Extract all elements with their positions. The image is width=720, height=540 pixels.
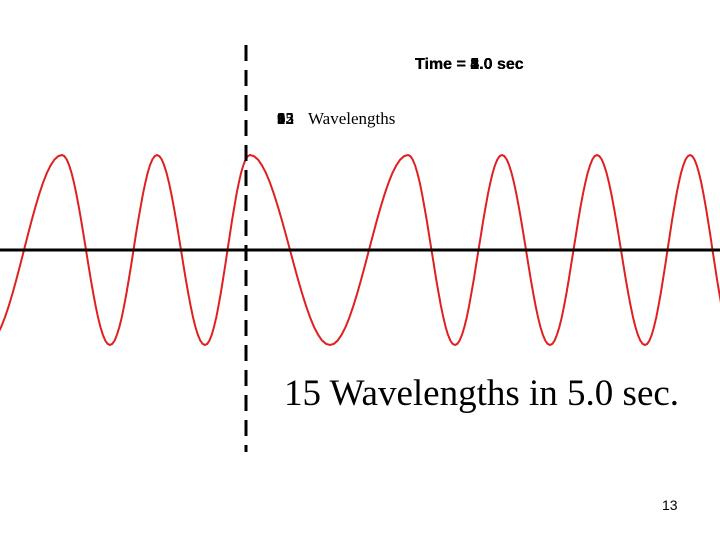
- time-label: Time = 5.0 sec: [415, 56, 524, 73]
- wavelength-count: 6: [277, 109, 286, 128]
- wave: [0, 153, 720, 347]
- summary: 15 Wavelengths in 5.0 sec.: [284, 373, 679, 414]
- wavelength-count: 12: [277, 109, 294, 128]
- wavelength-count: 3: [277, 109, 286, 128]
- time-label: Time = 4.0 sec: [415, 56, 524, 73]
- page-number: 13: [662, 497, 678, 513]
- time-label: Time = 1.0 sec: [415, 56, 524, 73]
- wavelength-word: Wavelengths: [308, 109, 395, 128]
- time-label: Time = 2.0 sec: [415, 56, 524, 73]
- wavelength-count: 15: [277, 109, 294, 128]
- time-label: Time = 3.0 sec: [415, 56, 524, 73]
- wavelength-count: 9: [277, 109, 286, 128]
